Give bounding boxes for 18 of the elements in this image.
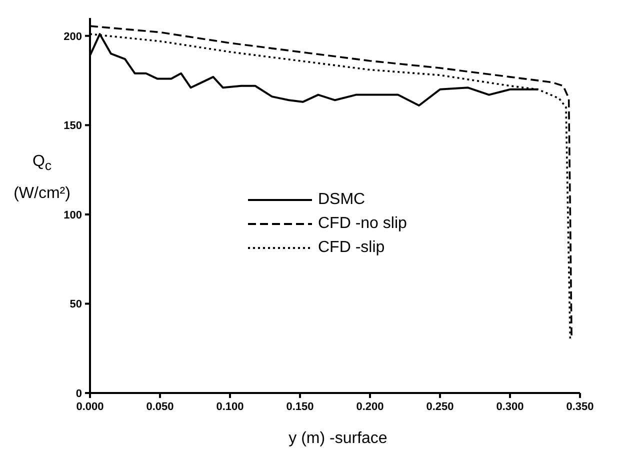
x-tick-label: 0.150 (286, 400, 314, 413)
y-tick-label: 150 (64, 120, 82, 132)
x-tick-label: 0.100 (216, 400, 244, 413)
legend-label: DSMC (318, 191, 366, 209)
y-tick-label: 100 (64, 209, 82, 222)
legend-label: CFD -slip (318, 239, 385, 257)
y-axis-title: Q$_{c}$ (W/cm²) (12, 152, 72, 204)
x-tick-label: 0.000 (76, 400, 104, 413)
x-tick-label: 0.050 (146, 400, 174, 413)
x-tick-label: 0.200 (356, 400, 384, 413)
x-tick-label: 0.350 (566, 400, 594, 413)
x-tick-label: 0.300 (496, 400, 524, 413)
y-tick-label: 50 (70, 298, 82, 311)
x-tick-label: 0.250 (426, 400, 454, 413)
y-tick-label: 200 (64, 30, 82, 43)
y-tick-label: 0 (76, 388, 82, 400)
x-axis-title: y (m) -surface (288, 430, 388, 448)
legend-label: CFD -no slip (318, 215, 407, 233)
